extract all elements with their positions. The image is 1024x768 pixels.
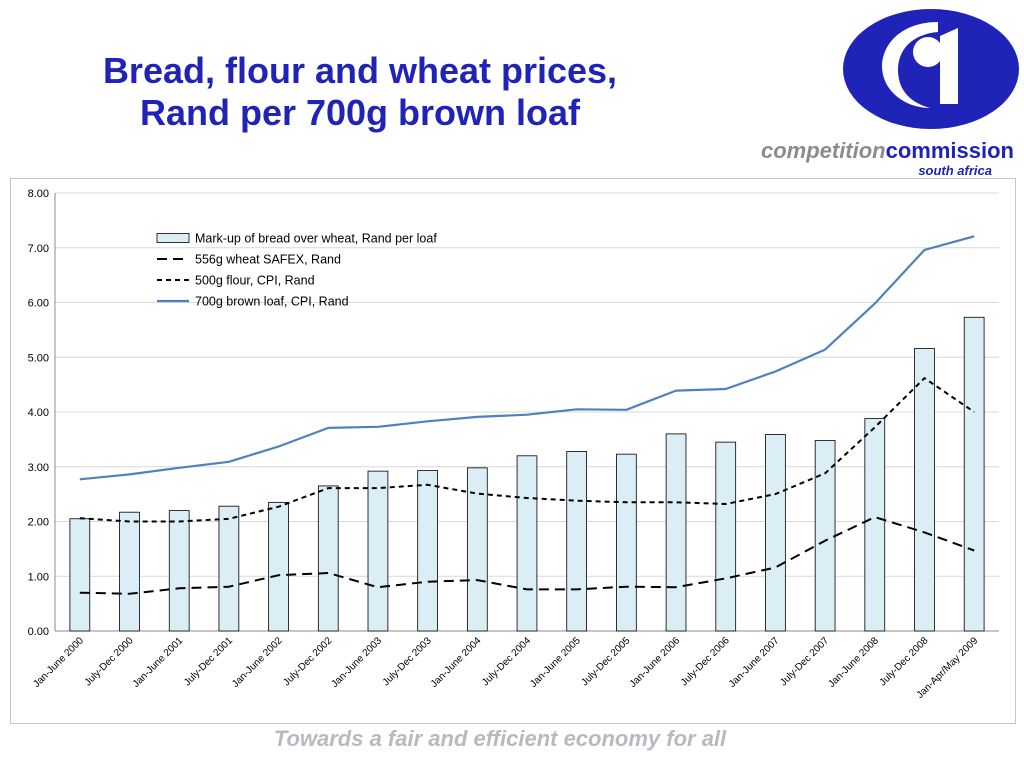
- y-tick-label: 3.00: [28, 462, 49, 474]
- x-tick-label: Jan-June 2002: [230, 635, 285, 690]
- bar-markup: [814, 440, 836, 632]
- x-tick-label: Jan-June 2008: [826, 635, 881, 690]
- bar-markup: [616, 453, 637, 632]
- logo-word-competition: competition: [760, 138, 886, 163]
- bar-markup: [665, 433, 687, 632]
- legend-label: 556g wheat SAFEX, Rand: [195, 253, 341, 267]
- title-line-1: Bread, flour and wheat prices,: [102, 50, 618, 91]
- bar-markup: [516, 455, 538, 632]
- bar-markup: [367, 470, 389, 632]
- legend-label: Mark-up of bread over wheat, Rand per lo…: [195, 232, 437, 246]
- y-tick-label: 4.00: [28, 407, 49, 419]
- bar-markup: [268, 501, 289, 632]
- title-line-2: Rand per 700g brown loaf: [139, 92, 581, 133]
- x-tick-label: Jan-June 2001: [131, 635, 186, 690]
- y-tick-label: 8.00: [28, 188, 49, 200]
- x-tick-label: July-Dec 2003: [381, 635, 434, 688]
- bar-markup: [765, 434, 786, 632]
- bar-markup: [218, 505, 240, 632]
- series-line-2: [79, 235, 975, 481]
- x-tick-label: Jan-June 2005: [528, 635, 583, 690]
- series-line-0: [79, 516, 975, 595]
- y-tick-label: 1.00: [28, 571, 49, 583]
- competition-commission-logo-icon: [843, 9, 1019, 129]
- x-tick-label: July-Dec 2004: [480, 635, 533, 688]
- x-tick-label: July-Dec 2000: [83, 635, 136, 688]
- x-tick-label: July-Dec 2005: [580, 635, 633, 688]
- x-tick-label: July-Dec 2007: [778, 635, 831, 688]
- bar-markup: [466, 467, 488, 632]
- logo-wordmark: competitioncommission south africa: [736, 138, 1014, 178]
- y-tick-label: 7.00: [28, 243, 49, 255]
- chart-area: 0.00 1.00 2.00 3.00 4.00 5.00 6.00 7.00 8.00 Jan-…: [10, 178, 1016, 724]
- x-tick-label: July-Dec 2001: [182, 635, 235, 688]
- bar-markup: [417, 470, 438, 632]
- x-tick-label: July-Dec 2006: [679, 635, 732, 688]
- bar-markup: [963, 316, 985, 632]
- series-line-1: [79, 377, 975, 523]
- x-tick-label: Jan-June 2000: [31, 635, 86, 690]
- x-tick-label: Jan-June 2004: [429, 635, 484, 690]
- price-chart: 0.00 1.00 2.00 3.00 4.00 5.00 6.00 7.00 8.00 Jan-…: [28, 188, 999, 701]
- y-tick-label: 5.00: [28, 352, 49, 364]
- slide-tagline: Towards a fair and efficient economy for…: [273, 726, 727, 751]
- y-tick-label: 6.00: [28, 298, 49, 310]
- x-tick-label: Jan-June 2007: [727, 635, 782, 690]
- x-tick-label: Jan-June 2003: [329, 635, 384, 690]
- y-tick-label: 0.00: [28, 626, 49, 638]
- bar-markup: [317, 485, 339, 632]
- x-tick-label: July-Dec 2002: [281, 635, 334, 688]
- legend-swatch: [156, 233, 190, 243]
- slide-title: Bread, flour and wheat prices, Rand per …: [40, 50, 680, 134]
- legend-label: 700g brown loaf, CPI, Rand: [195, 295, 349, 309]
- bar-markup: [715, 441, 737, 632]
- x-tick-label: July-Dec 2008: [878, 635, 931, 688]
- bar-markup: [864, 418, 886, 632]
- bar-markup: [69, 518, 91, 632]
- y-tick-label: 2.00: [28, 517, 49, 529]
- legend-label: 500g flour, CPI, Rand: [195, 274, 315, 288]
- bar-markup: [168, 510, 190, 632]
- bar-markup: [914, 348, 935, 632]
- logo-word-commission: commission: [885, 138, 1014, 163]
- bar-markup: [119, 511, 140, 632]
- bar-markup: [566, 451, 588, 632]
- logo-subtitle: south africa: [918, 163, 992, 178]
- x-tick-label: Jan-June 2006: [628, 635, 683, 690]
